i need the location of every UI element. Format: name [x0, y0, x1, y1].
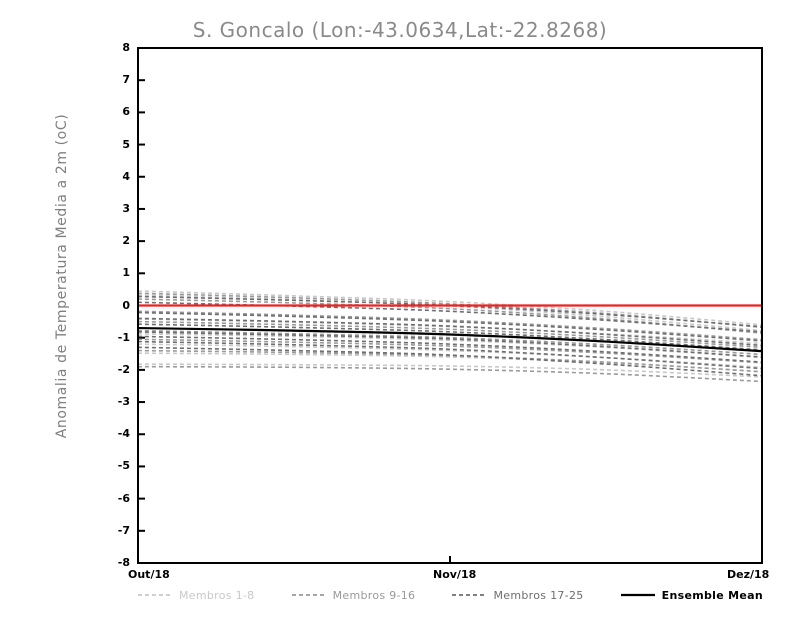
y-tick-label: 7	[122, 73, 130, 87]
member-line	[139, 317, 761, 347]
y-tick-label: 0	[122, 298, 130, 312]
legend-label: Membros 17-25	[493, 588, 584, 602]
y-tick-label: -5	[117, 459, 130, 473]
member-line	[139, 311, 761, 342]
zero-reference-line	[139, 304, 761, 353]
y-tick-label: 3	[122, 201, 130, 215]
y-tick-label: 5	[122, 137, 130, 151]
x-tick-label: Nov/18	[433, 568, 477, 581]
y-tick-label: -8	[117, 556, 130, 569]
y-tick-label: 6	[122, 105, 130, 119]
member-line	[139, 323, 761, 351]
member-line	[139, 331, 761, 358]
legend-item[interactable]: Membros 1-8	[138, 589, 254, 602]
member-line	[139, 294, 761, 332]
chart-legend: Membros 1-8 Membros 9-16 Membros 17-25 Ense…	[138, 586, 763, 604]
member-line	[139, 301, 761, 333]
legend-line-swatch-icon	[138, 594, 172, 596]
y-tick-label: -1	[117, 330, 130, 344]
member-line	[139, 290, 761, 326]
x-tick-label: Out/18	[128, 568, 170, 581]
x-tick-label: Dez/18	[727, 568, 770, 581]
member-line	[139, 363, 761, 378]
member-line	[139, 335, 761, 363]
y-tick-label: -3	[117, 395, 130, 409]
y-tick-label: 2	[122, 234, 130, 248]
legend-label: Membros 9-16	[332, 588, 416, 602]
legend-line-swatch-icon	[291, 594, 326, 596]
member-line	[139, 365, 761, 383]
legend-item[interactable]: Membros 9-16	[291, 588, 416, 602]
y-tick-label: 4	[122, 169, 130, 183]
y-tick-label: -4	[117, 427, 130, 441]
member-line	[139, 346, 761, 377]
member-line	[139, 349, 761, 373]
member-line	[139, 295, 761, 328]
y-tick-label: -6	[117, 491, 130, 505]
member-line	[139, 338, 761, 364]
legend-label: Ensemble Mean	[661, 588, 763, 602]
legend-line-swatch-icon	[620, 593, 655, 597]
legend-item[interactable]: Membros 17-25	[452, 589, 583, 602]
y-tick-label: 1	[122, 266, 130, 280]
legend-item[interactable]: Ensemble Mean	[620, 588, 763, 602]
page-title: S. Goncalo (Lon:-43.0634,Lat:-22.8268)	[192, 18, 608, 42]
y-tick-label: 8	[122, 41, 130, 54]
y-axis-ticks	[138, 47, 145, 564]
legend-label: Membros 1-8	[179, 588, 255, 602]
member-line	[139, 329, 761, 356]
legend-line-swatch-icon	[452, 594, 487, 596]
member-line	[139, 318, 761, 345]
member-line	[139, 310, 761, 341]
member-line	[139, 340, 761, 370]
x-axis-ticks	[137, 556, 763, 563]
ensemble-mean-line	[139, 326, 761, 353]
member-line	[139, 320, 761, 349]
y-tick-label: -7	[117, 523, 130, 537]
y-tick-label: -2	[117, 362, 130, 376]
